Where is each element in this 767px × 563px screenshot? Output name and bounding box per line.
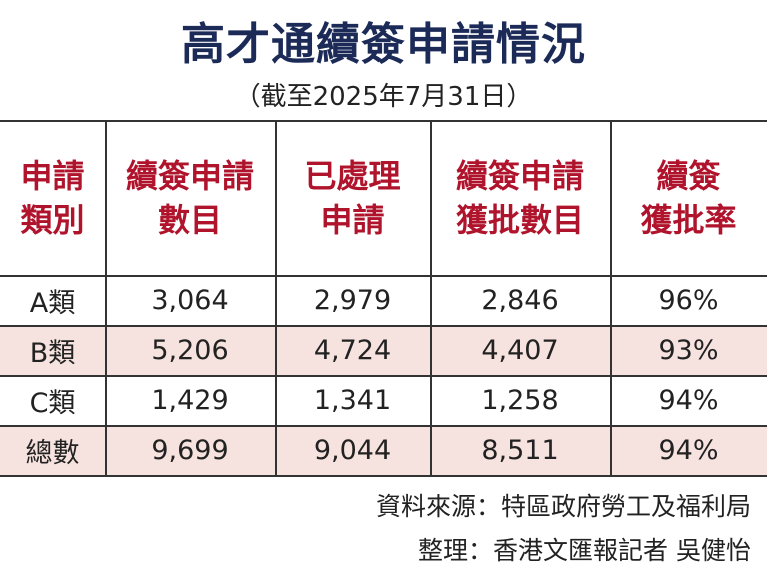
rule xyxy=(0,120,767,122)
header-line: 已處理 xyxy=(304,156,401,195)
rule xyxy=(0,475,767,477)
data-cell: 96% xyxy=(658,284,719,316)
row-label: B類 xyxy=(29,337,76,369)
data-cell: 94% xyxy=(658,384,719,416)
header-line: 續簽申請 xyxy=(455,156,584,195)
data-cell: 2,846 xyxy=(481,284,559,316)
rule xyxy=(0,275,767,277)
divider xyxy=(430,120,432,475)
header-line: 續簽 xyxy=(656,156,721,195)
header-cell: 續簽申請 獲批數目 xyxy=(430,120,610,275)
header-line: 申請 xyxy=(20,156,85,195)
data-cell: 1,429 xyxy=(151,384,229,416)
divider xyxy=(105,120,107,475)
data-cell: 4,407 xyxy=(481,334,559,366)
divider xyxy=(275,120,277,475)
data-cell: 9,699 xyxy=(151,434,229,466)
header-cell: 已處理 申請 xyxy=(275,120,430,275)
rule xyxy=(0,425,767,427)
data-cell: 94% xyxy=(658,434,719,466)
header-cell: 申請 類別 xyxy=(0,120,105,275)
row-background xyxy=(0,325,767,375)
header-line: 申請 xyxy=(320,200,385,239)
header-line: 數目 xyxy=(157,200,222,239)
header-cell: 續簽 獲批率 xyxy=(610,120,767,275)
header-line: 獲批率 xyxy=(640,200,737,239)
header-line: 類別 xyxy=(20,200,85,239)
title: 高才通續簽申請情況 xyxy=(181,19,586,70)
data-cell: 5,206 xyxy=(151,334,229,366)
footer-note: 資料來源：特區政府勞工及福利局 xyxy=(375,492,751,521)
data-cell: 1,341 xyxy=(313,384,392,416)
header-cell: 續簽申請 數目 xyxy=(105,120,275,275)
footer-note: 整理：香港文匯報記者 吳健怡 xyxy=(418,536,751,563)
row-label: 總數 xyxy=(25,437,80,469)
divider xyxy=(610,120,612,475)
subtitle: （截至2025年7月31日） xyxy=(234,82,533,112)
header-line: 獲批數目 xyxy=(455,200,584,239)
rule xyxy=(0,375,767,377)
row-label: C類 xyxy=(29,387,76,419)
rule xyxy=(0,325,767,327)
data-cell: 93% xyxy=(658,334,719,366)
data-cell: 4,724 xyxy=(313,334,392,366)
data-cell: 3,064 xyxy=(151,284,229,316)
data-cell: 1,258 xyxy=(481,384,559,416)
data-cell: 8,511 xyxy=(481,434,559,466)
data-cell: 2,979 xyxy=(313,284,392,316)
row-background xyxy=(0,425,767,475)
row-label: A類 xyxy=(29,287,76,319)
data-cell: 9,044 xyxy=(313,434,392,466)
header-line: 續簽申請 xyxy=(125,156,254,195)
